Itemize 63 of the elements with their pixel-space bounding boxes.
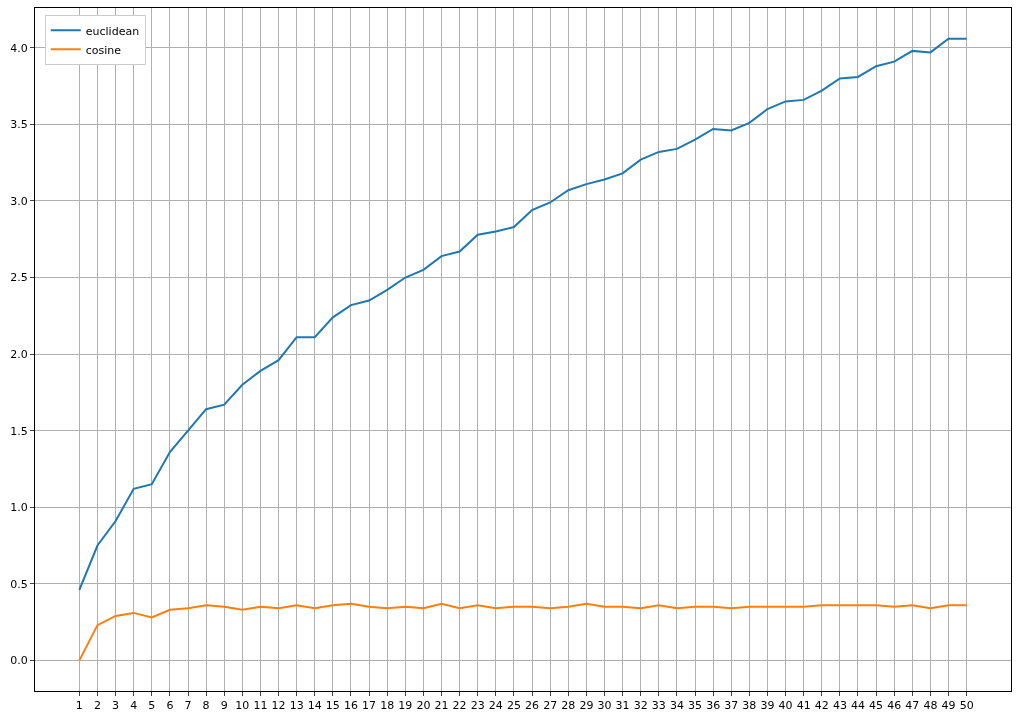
y-tick-label: 2.0: [10, 347, 28, 361]
x-tick-label: 16: [343, 699, 358, 713]
legend-label: euclidean: [85, 24, 140, 38]
x-tick-label: 13: [289, 699, 304, 713]
x-tick-label: 35: [688, 699, 703, 713]
x-tick-label: 21: [434, 699, 449, 713]
x-tick-label: 47: [905, 699, 920, 713]
x-tick-label: 45: [869, 699, 884, 713]
x-tick-label: 30: [597, 699, 612, 713]
x-tick-label: 40: [778, 699, 793, 713]
x-tick-label: 2: [93, 699, 101, 713]
x-tick-label: 24: [488, 699, 503, 713]
x-tick-label: 42: [814, 699, 829, 713]
y-tick-label: 2.5: [10, 271, 28, 285]
x-tick-label: 46: [887, 699, 902, 713]
x-tick-label: 4: [130, 699, 138, 713]
x-tick-label: 18: [380, 699, 395, 713]
x-tick-label: 29: [579, 699, 594, 713]
x-tick-label: 50: [959, 699, 974, 713]
x-tick-label: 48: [923, 699, 938, 713]
x-tick-label: 11: [253, 699, 268, 713]
x-tick-label: 17: [362, 699, 377, 713]
x-tick-label: 20: [416, 699, 431, 713]
line-series: [78, 37, 968, 591]
x-tick-label: 5: [148, 699, 156, 713]
x-tick-label: 36: [706, 699, 721, 713]
x-tick-label: 44: [850, 699, 865, 713]
x-tick-label: 3: [112, 699, 120, 713]
y-tick-label: 3.0: [10, 194, 28, 208]
x-tick-label: 32: [633, 699, 648, 713]
x-tick-label: 33: [651, 699, 666, 713]
y-tick-label: 0.0: [10, 654, 28, 668]
x-tick-label: 7: [184, 699, 192, 713]
x-tick-label: 27: [543, 699, 558, 713]
y-tick-label: 4.0: [10, 41, 28, 55]
legend-label: cosine: [85, 43, 122, 57]
x-tick-label: 31: [615, 699, 630, 713]
x-tick-label: 37: [724, 699, 739, 713]
x-tick-label: 41: [796, 699, 811, 713]
x-tick-label: 8: [202, 699, 210, 713]
y-tick-label: 1.5: [10, 424, 28, 438]
x-tick-label: 38: [742, 699, 757, 713]
x-tick-label: 19: [398, 699, 413, 713]
x-tick-label: 25: [506, 699, 521, 713]
y-tick-label: 0.5: [10, 577, 28, 591]
x-tick-label: 23: [470, 699, 485, 713]
x-tick-label: 43: [832, 699, 847, 713]
x-tick-label: 26: [525, 699, 540, 713]
x-tick-label: 6: [166, 699, 174, 713]
y-tick-label: 3.5: [10, 118, 28, 132]
x-tick-label: 39: [760, 699, 775, 713]
x-tick-label: 15: [325, 699, 340, 713]
x-tick-label: 1: [75, 699, 83, 713]
x-tick-label: 34: [669, 699, 684, 713]
x-tick-label: 14: [307, 699, 322, 713]
x-tick-label: 28: [561, 699, 576, 713]
x-tick-label: 22: [452, 699, 467, 713]
y-tick-label: 1.0: [10, 501, 28, 515]
x-tick-label: 49: [941, 699, 956, 713]
x-tick-label: 12: [271, 699, 286, 713]
line-series: [78, 602, 968, 662]
x-tick-label: 9: [220, 699, 228, 713]
x-tick-label: 10: [235, 699, 250, 713]
